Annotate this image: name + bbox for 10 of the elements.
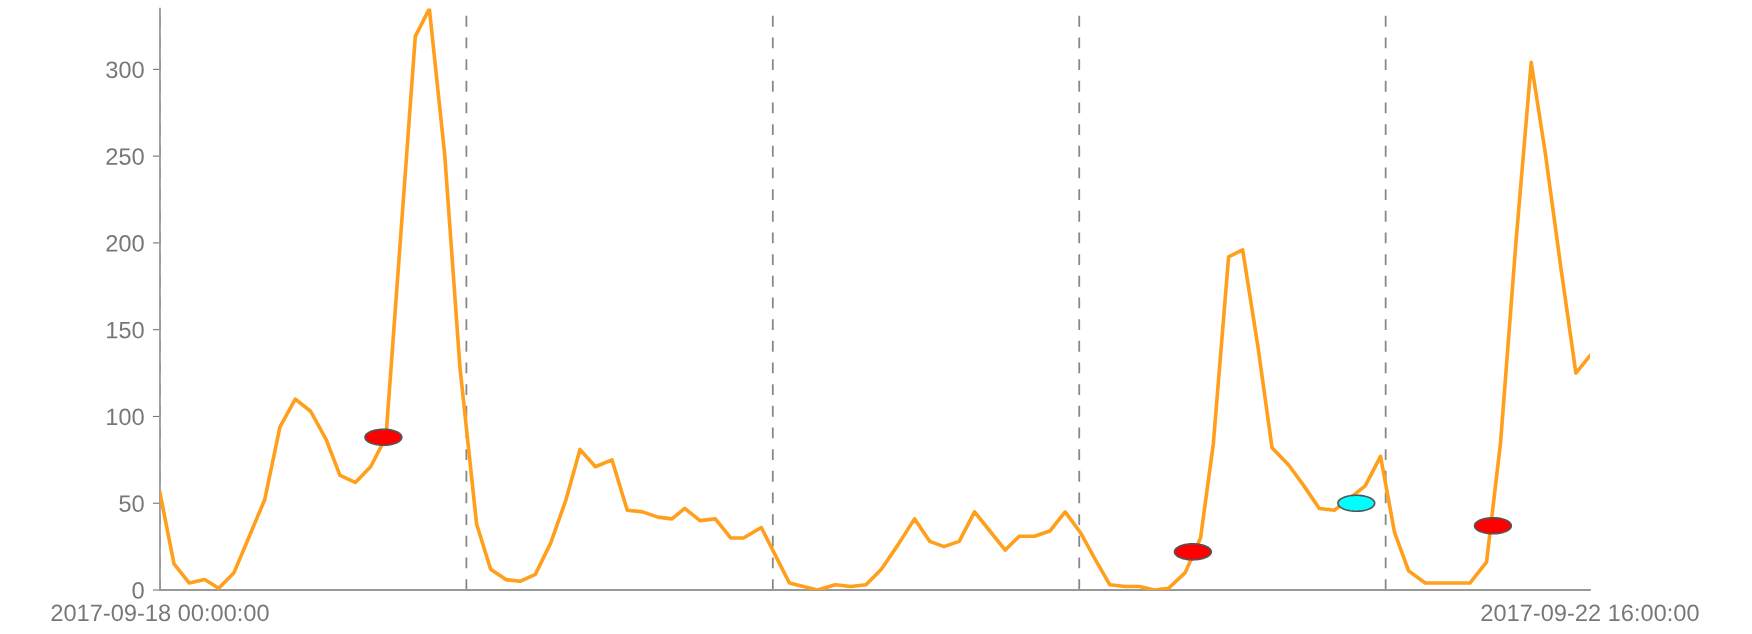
- line-series: [159, 8, 1590, 590]
- y-tick-label: 0: [132, 582, 144, 599]
- y-tick-label: 50: [119, 495, 144, 513]
- x-tick-label: 2017-09-18 00:00:00: [51, 604, 269, 622]
- y-tick-label: 100: [107, 408, 144, 426]
- y-tick-label: 250: [106, 148, 144, 165]
- y-tick-label: 150: [107, 321, 144, 339]
- y-tick-label: 200: [106, 234, 144, 252]
- y-tick-label: 300: [106, 61, 144, 79]
- x-tick-label: 2017-09-22 16:00:00: [1481, 604, 1699, 622]
